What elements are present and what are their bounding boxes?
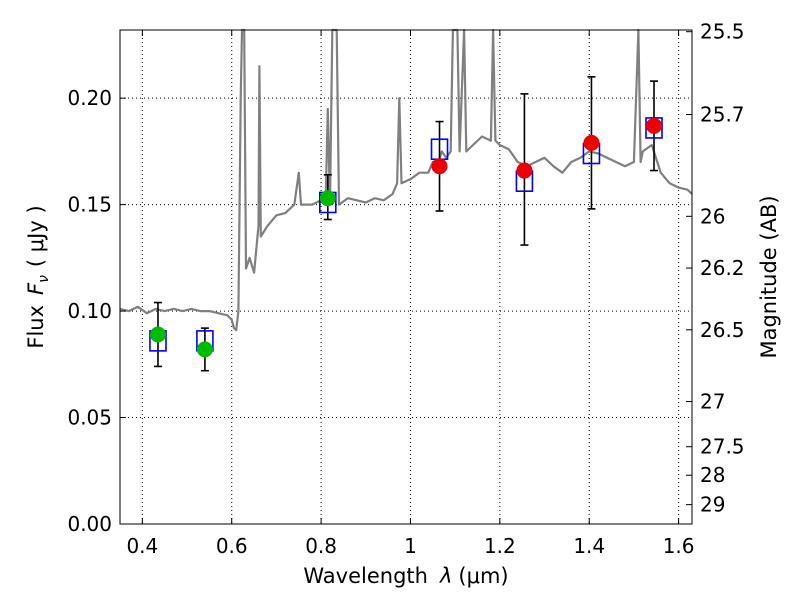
spectrum-line	[119, 28, 693, 332]
y-tick-label: 0.15	[67, 193, 112, 217]
plot-frame	[119, 29, 693, 525]
x-tick-label: 0.6	[216, 534, 248, 558]
y2-tick-label: 27.5	[700, 435, 745, 459]
y2-tick-label: 26.5	[700, 318, 745, 342]
observed-point	[196, 341, 213, 358]
y-tick-label: 0.00	[67, 512, 112, 536]
observed-point	[583, 134, 600, 151]
x-tick-label: 0.8	[305, 534, 337, 558]
observed-point	[431, 158, 448, 175]
y2-tick-label: 26.2	[700, 256, 745, 280]
y2-tick-label: 28	[700, 463, 725, 487]
axis-ticks	[120, 30, 692, 525]
y-tick-label: 0.20	[67, 86, 112, 110]
x-axis-title: Wavelength λ (μm)	[303, 564, 508, 588]
observed-point	[516, 162, 533, 179]
y2-tick-label: 26	[700, 204, 725, 228]
spectrum-series	[119, 28, 693, 332]
x-tick-label: 1.2	[484, 534, 516, 558]
y2-tick-label: 29	[700, 493, 725, 517]
y-tick-label: 0.05	[67, 406, 112, 430]
y2-tick-label: 25.5	[700, 20, 745, 44]
x-tick-label: 1.6	[663, 534, 695, 558]
observed-point	[646, 117, 663, 134]
observed-point	[149, 326, 166, 343]
y2-tick-label: 27	[700, 390, 725, 414]
observed-series	[149, 117, 663, 358]
x-tick-label: 1	[404, 534, 417, 558]
x-tick-label: 0.4	[126, 534, 158, 558]
tick-labels: 0.4 0.6 0.8 1 1.2 1.4 1.6 0.00 0.05 0.10 0.15 0.20 2…	[67, 20, 744, 558]
observed-point	[319, 190, 336, 207]
x-tick-label: 1.4	[573, 534, 605, 558]
y2-tick-label: 25.7	[700, 103, 745, 127]
error-bars	[153, 76, 659, 372]
y2-axis-title: Magnitude (AB)	[757, 195, 781, 358]
y-tick-label: 0.10	[67, 299, 112, 323]
grid-lines	[120, 30, 692, 525]
y-axis-title: FluxFν( μJy )	[24, 205, 52, 348]
